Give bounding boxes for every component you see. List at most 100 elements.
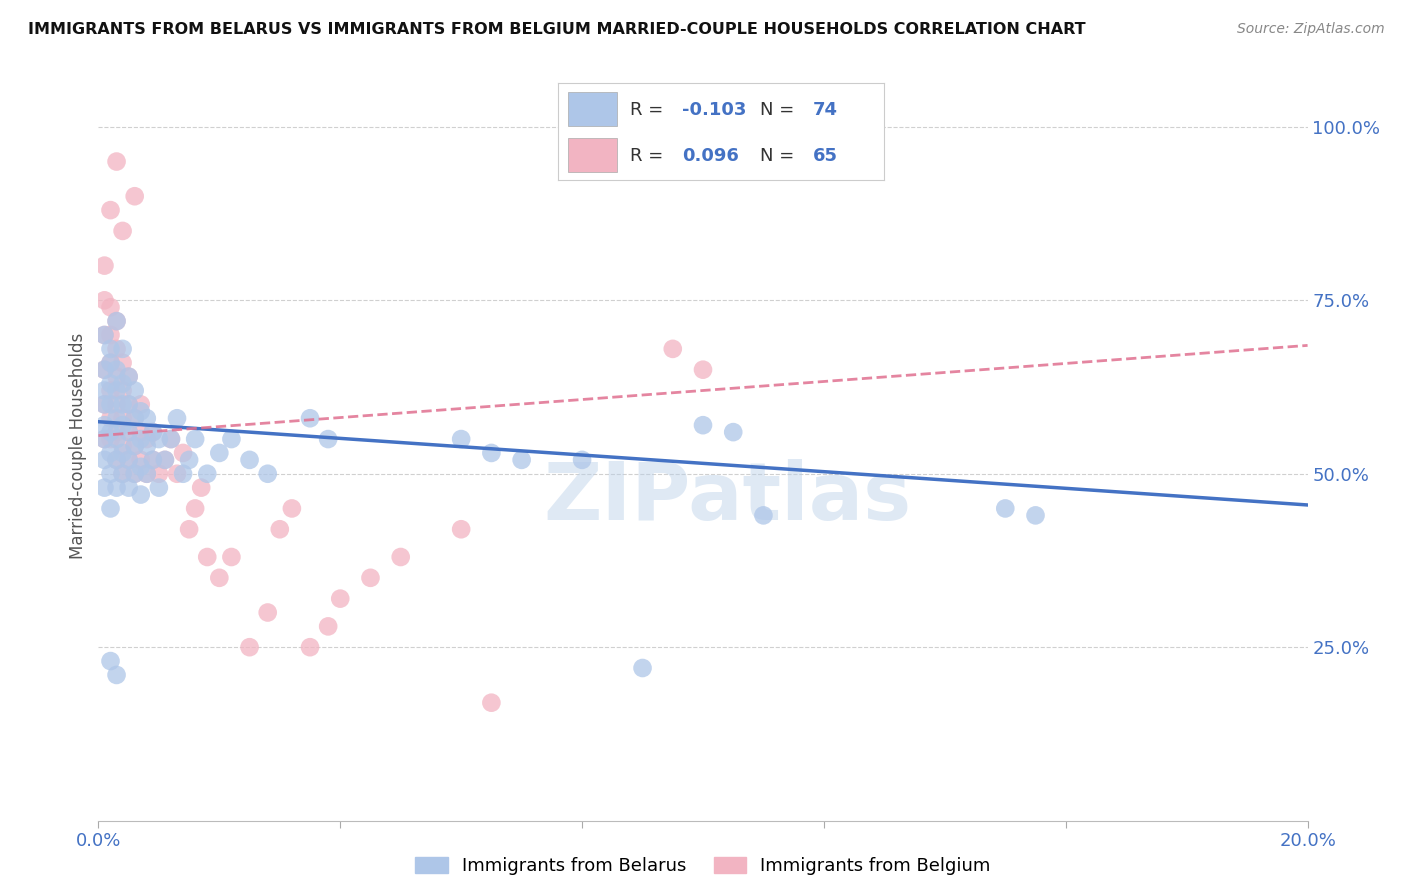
Point [93, 453, 115, 467]
Point [111, 411, 134, 425]
Point [184, 501, 207, 516]
Point [111, 356, 134, 370]
Point [105, 432, 128, 446]
Point [124, 467, 146, 481]
Point [281, 501, 304, 516]
Point [93, 362, 115, 376]
Point [93, 432, 115, 446]
Point [256, 606, 278, 620]
Point [100, 356, 122, 370]
Point [239, 453, 262, 467]
Point [129, 459, 152, 474]
Point [100, 432, 122, 446]
Point [93, 293, 115, 308]
Point [153, 453, 176, 467]
Point [100, 654, 122, 668]
Text: IMMIGRANTS FROM BELARUS VS IMMIGRANTS FROM BELGIUM MARRIED-COUPLE HOUSEHOLDS COR: IMMIGRANTS FROM BELARUS VS IMMIGRANTS FR… [28, 22, 1085, 37]
Point [142, 453, 165, 467]
Point [111, 446, 134, 460]
Point [994, 501, 1017, 516]
Point [111, 467, 134, 481]
Point [172, 446, 194, 460]
Point [135, 467, 157, 481]
Point [129, 453, 152, 467]
Point [100, 384, 122, 398]
Point [481, 446, 503, 460]
Point [208, 571, 231, 585]
Point [172, 467, 194, 481]
Point [105, 362, 128, 376]
Point [208, 446, 231, 460]
Point [142, 453, 165, 467]
Point [129, 397, 152, 411]
Point [153, 453, 176, 467]
Point [100, 300, 122, 314]
Point [1024, 508, 1046, 523]
Point [316, 432, 339, 446]
Point [105, 342, 128, 356]
Point [100, 397, 122, 411]
Point [105, 369, 128, 384]
Point [142, 425, 165, 439]
Point [93, 259, 115, 273]
Y-axis label: Married-couple Households: Married-couple Households [69, 333, 87, 559]
Point [135, 439, 157, 453]
Point [329, 591, 352, 606]
Point [105, 314, 128, 328]
Point [100, 467, 122, 481]
Point [124, 189, 146, 203]
Point [631, 661, 654, 675]
Point [752, 508, 775, 523]
Point [111, 376, 134, 391]
Point [105, 453, 128, 467]
Point [100, 425, 122, 439]
Point [111, 342, 134, 356]
Point [481, 696, 503, 710]
Point [93, 418, 115, 433]
Point [100, 328, 122, 343]
Point [571, 453, 593, 467]
Point [510, 453, 533, 467]
Point [239, 640, 262, 655]
Point [118, 425, 141, 439]
Point [100, 356, 122, 370]
Point [111, 467, 134, 481]
Point [195, 549, 218, 564]
Point [389, 549, 412, 564]
Point [299, 640, 322, 655]
Point [129, 425, 152, 439]
Point [93, 384, 115, 398]
Point [256, 467, 278, 481]
Point [111, 418, 134, 433]
Point [221, 549, 243, 564]
Point [190, 481, 212, 495]
Point [100, 411, 122, 425]
Point [723, 425, 745, 439]
Point [179, 453, 201, 467]
Point [360, 571, 382, 585]
Point [269, 522, 291, 536]
Point [166, 411, 188, 425]
Point [105, 481, 128, 495]
Point [105, 668, 128, 682]
Point [105, 411, 128, 425]
Point [148, 467, 170, 481]
Point [148, 481, 170, 495]
Point [93, 362, 115, 376]
Text: ZIPatlas: ZIPatlas [543, 459, 911, 538]
Point [195, 467, 218, 481]
Point [111, 397, 134, 411]
Point [129, 487, 152, 501]
Point [450, 522, 472, 536]
Point [93, 432, 115, 446]
Point [100, 446, 122, 460]
Legend: Immigrants from Belarus, Immigrants from Belgium: Immigrants from Belarus, Immigrants from… [415, 857, 991, 875]
Point [661, 342, 683, 356]
Point [105, 397, 128, 411]
Point [105, 314, 128, 328]
Point [450, 432, 472, 446]
Point [142, 425, 165, 439]
Point [221, 432, 243, 446]
Point [118, 453, 141, 467]
Point [118, 369, 141, 384]
